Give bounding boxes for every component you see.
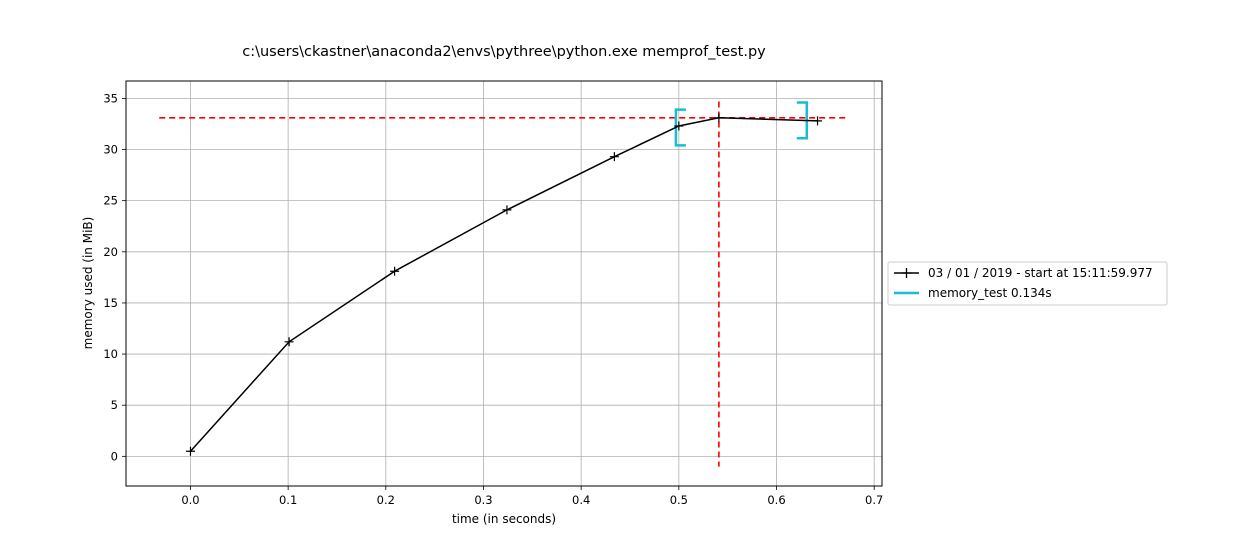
ticks-layer: 0.0 0.1 0.2 0.3 0.4 0.5 0.6 0.7 0 5 10 15 20 25 30 35 [103,91,883,507]
y-axis-title: memory used (in MiB) [81,217,95,350]
y-tick-label: 10 [103,347,118,361]
x-tick-label: 0.0 [181,493,199,507]
chart-title: c:\users\ckastner\anaconda2\envs\pythree… [242,44,766,60]
x-tick-label: 0.1 [279,493,297,507]
memory-data-point [674,121,684,131]
y-tick-label: 20 [103,245,118,259]
y-tick-label: 25 [103,194,118,208]
memory-data-point [185,446,195,456]
legend-series-marker [901,268,912,278]
memory-data-point [284,337,294,347]
memory-data-point [390,266,400,276]
plot-frame [125,80,883,487]
y-tick-label: 5 [111,398,118,412]
legend: 03 / 01 / 2019 - start at 15:11:59.977 m… [887,261,1168,306]
y-tick-label: 15 [103,296,118,310]
legend-label-series: 03 / 01 / 2019 - start at 15:11:59.977 [928,266,1153,280]
y-tick-label: 35 [103,91,118,105]
x-axis-title: time (in seconds) [452,512,556,526]
memory-series-line [189,117,818,452]
grid-layer [126,81,882,486]
legend-label-function: memory_test 0.134s [928,286,1052,300]
legend-box [887,261,1168,306]
memory-data-point [813,116,823,126]
x-tick-label: 0.2 [377,493,395,507]
function-start-bracket [674,108,686,147]
x-tick-label: 0.5 [670,493,688,507]
x-tick-label: 0.7 [865,493,883,507]
memory-data-point [609,152,619,162]
memory-data-point [714,113,724,123]
memory-data-point [502,205,512,215]
x-tick-label: 0.3 [474,493,492,507]
x-tick-label: 0.6 [767,493,785,507]
y-tick-label: 30 [103,143,118,157]
x-tick-label: 0.4 [572,493,590,507]
data-layer [159,101,849,467]
y-tick-label: 0 [111,449,118,463]
